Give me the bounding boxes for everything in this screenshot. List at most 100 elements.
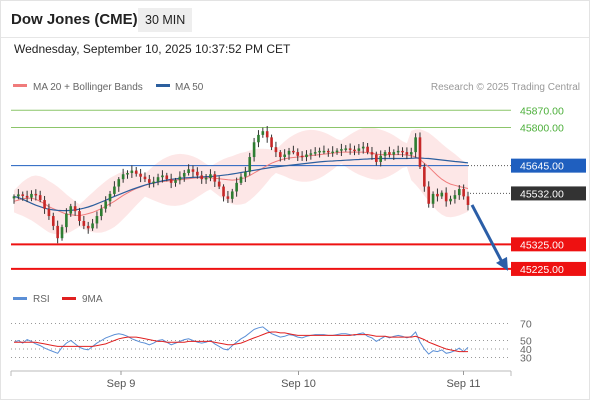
chart-datetime: Wednesday, September 10, 2025 10:37:52 P… bbox=[14, 42, 291, 56]
candle-body bbox=[139, 173, 142, 177]
ma50-line bbox=[13, 157, 469, 212]
candle-body bbox=[270, 137, 273, 148]
support-tag bbox=[511, 237, 586, 252]
candle-body bbox=[156, 177, 160, 182]
chart-header: Dow Jones (CME) 30 MIN bbox=[1, 1, 589, 37]
candle-body bbox=[274, 147, 278, 153]
candle-body bbox=[278, 152, 282, 158]
candle-body bbox=[427, 186, 431, 204]
rsi-tick-label: 50 bbox=[520, 336, 532, 348]
candle-body bbox=[165, 175, 169, 180]
pivot-tag bbox=[511, 158, 586, 173]
rsi-tick-label: 70 bbox=[520, 319, 532, 331]
candle-body bbox=[353, 149, 356, 152]
resistance-label: 45870.00 bbox=[520, 105, 564, 117]
rsi-ma-legend-swatch bbox=[62, 297, 76, 300]
candle-body bbox=[30, 193, 33, 198]
candle-body bbox=[226, 196, 230, 199]
candle-body bbox=[204, 177, 208, 180]
candle-body bbox=[379, 155, 383, 162]
candle-body bbox=[230, 191, 234, 199]
x-tick-label: Sep 11 bbox=[446, 378, 480, 390]
candle-body bbox=[318, 150, 321, 153]
candle-body bbox=[239, 176, 243, 183]
rsi-tick-label: 40 bbox=[520, 344, 532, 356]
candle-body bbox=[121, 174, 125, 180]
candle-body bbox=[108, 193, 112, 202]
candle-body bbox=[440, 192, 444, 197]
candle-body bbox=[235, 182, 238, 192]
candle-body bbox=[396, 150, 400, 153]
candle-body bbox=[134, 170, 138, 174]
support-tag bbox=[511, 261, 586, 276]
candle-body bbox=[38, 195, 42, 201]
rsi-ma-legend-label: 9MA bbox=[82, 294, 103, 305]
candle-body bbox=[431, 193, 435, 204]
candle-body bbox=[265, 131, 269, 138]
candle-body bbox=[78, 211, 81, 221]
candle-body bbox=[169, 179, 173, 183]
candle-body bbox=[305, 154, 308, 158]
candle-body bbox=[113, 186, 116, 194]
candle-body bbox=[409, 152, 413, 155]
header-divider bbox=[1, 37, 589, 38]
candle-body bbox=[69, 206, 73, 214]
candle-body bbox=[248, 157, 252, 172]
candle-body bbox=[292, 150, 295, 153]
price-panel: 45870.00 45800.00 45645.00 45532.00 45325.00… bbox=[11, 105, 586, 276]
candle-body bbox=[348, 148, 352, 150]
candle-body bbox=[388, 152, 391, 155]
ma50-legend-label: MA 50 bbox=[175, 82, 204, 93]
copyright-text: Research © 2025 Trading Central bbox=[431, 82, 580, 93]
last-price-label: 45532.00 bbox=[520, 188, 564, 200]
candle-body bbox=[209, 174, 212, 178]
candle-body bbox=[357, 148, 361, 151]
candle-body bbox=[178, 176, 182, 181]
candle-body bbox=[200, 175, 204, 180]
candle-body bbox=[335, 150, 339, 153]
candle-body bbox=[392, 152, 396, 155]
candle-body bbox=[405, 152, 409, 155]
candle-body bbox=[191, 169, 195, 172]
rsi-legend-swatch bbox=[13, 297, 27, 300]
projection-arrow bbox=[470, 204, 505, 265]
candle-body bbox=[21, 194, 25, 196]
rsi-tick-label: 30 bbox=[520, 353, 532, 365]
candle-body bbox=[117, 179, 121, 187]
candle-body bbox=[309, 153, 313, 155]
candle-body bbox=[296, 152, 300, 156]
candle-body bbox=[466, 196, 470, 205]
resistance-label: 45800.00 bbox=[520, 123, 564, 135]
candle-body bbox=[152, 181, 156, 184]
candle-body bbox=[187, 169, 190, 174]
candle-body bbox=[148, 179, 151, 183]
candle-body bbox=[449, 198, 452, 202]
candle-body bbox=[86, 225, 90, 229]
candle-body bbox=[436, 193, 439, 197]
candle-body bbox=[383, 152, 387, 156]
timeframe-button[interactable]: 30 MIN bbox=[138, 8, 193, 32]
candle-body bbox=[418, 137, 422, 167]
candle-body bbox=[370, 152, 374, 155]
x-tick-label: Sep 9 bbox=[107, 378, 136, 390]
candle-body bbox=[196, 171, 199, 176]
candle-body bbox=[182, 173, 186, 177]
candle-body bbox=[257, 134, 260, 143]
pivot-label: 45645.00 bbox=[520, 161, 564, 173]
candle-body bbox=[25, 195, 29, 198]
candle-body bbox=[65, 213, 68, 228]
candle-body bbox=[331, 151, 334, 154]
projection-arrowhead bbox=[496, 256, 508, 271]
ma50-legend-swatch bbox=[156, 84, 170, 87]
support-label: 45325.00 bbox=[520, 239, 564, 251]
candle-body bbox=[104, 201, 107, 209]
support-label: 45225.00 bbox=[520, 264, 564, 276]
candle-body bbox=[51, 216, 55, 226]
candle-body bbox=[300, 155, 304, 158]
instrument-title: Dow Jones (CME) bbox=[11, 11, 138, 28]
candle-body bbox=[222, 186, 225, 197]
bollinger-legend-swatch bbox=[13, 84, 27, 87]
candle-body bbox=[423, 166, 426, 187]
